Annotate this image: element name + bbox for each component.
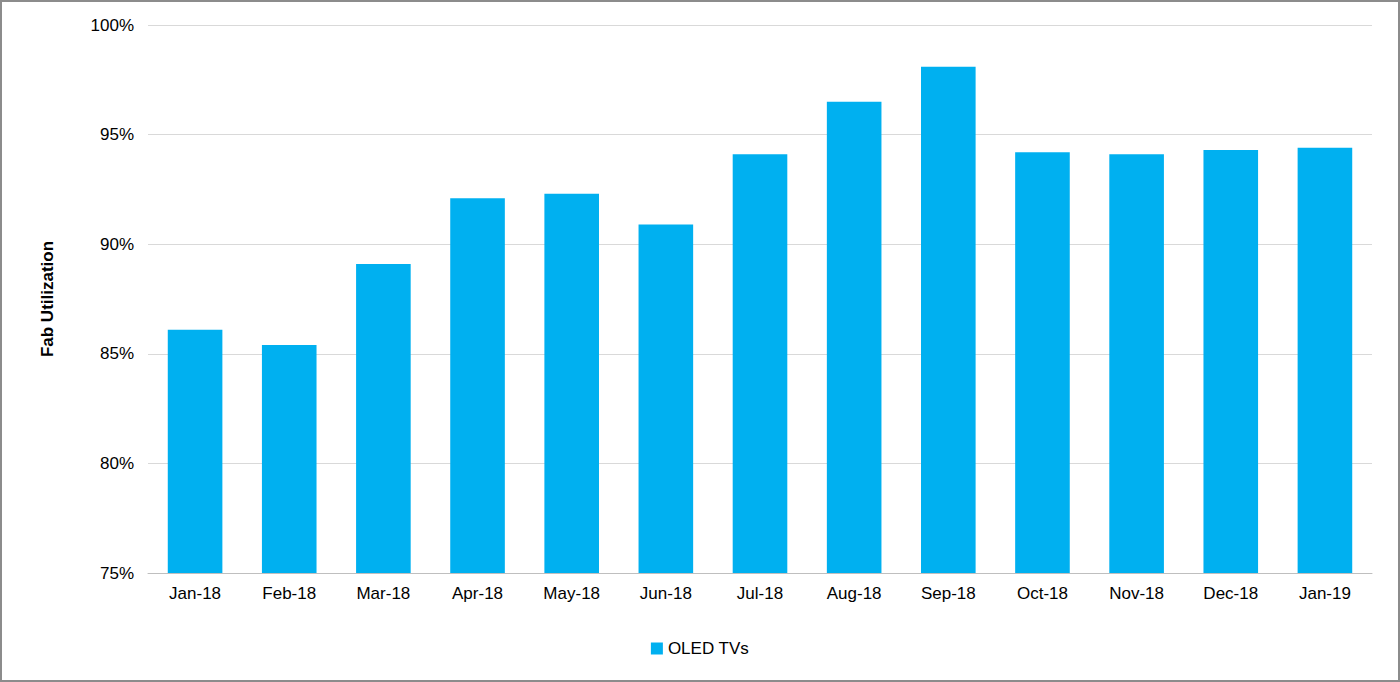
- svg-text:Nov-18: Nov-18: [1109, 584, 1164, 603]
- svg-text:95%: 95%: [100, 125, 134, 144]
- svg-text:OLED TVs: OLED TVs: [668, 639, 749, 658]
- svg-text:90%: 90%: [100, 235, 134, 254]
- svg-text:Apr-18: Apr-18: [452, 584, 503, 603]
- svg-text:Jan-18: Jan-18: [169, 584, 221, 603]
- svg-text:100%: 100%: [91, 16, 134, 35]
- svg-text:Mar-18: Mar-18: [356, 584, 410, 603]
- svg-text:Aug-18: Aug-18: [827, 584, 882, 603]
- svg-text:80%: 80%: [100, 454, 134, 473]
- svg-text:Oct-18: Oct-18: [1017, 584, 1068, 603]
- svg-text:Jul-18: Jul-18: [737, 584, 783, 603]
- svg-text:Feb-18: Feb-18: [262, 584, 316, 603]
- svg-text:75%: 75%: [100, 564, 134, 583]
- svg-text:May-18: May-18: [543, 584, 600, 603]
- svg-text:Fab Utilization: Fab Utilization: [38, 241, 57, 357]
- svg-text:Jan-19: Jan-19: [1299, 584, 1351, 603]
- svg-text:Jun-18: Jun-18: [640, 584, 692, 603]
- svg-text:Sep-18: Sep-18: [921, 584, 976, 603]
- svg-text:85%: 85%: [100, 344, 134, 363]
- svg-text:Dec-18: Dec-18: [1203, 584, 1258, 603]
